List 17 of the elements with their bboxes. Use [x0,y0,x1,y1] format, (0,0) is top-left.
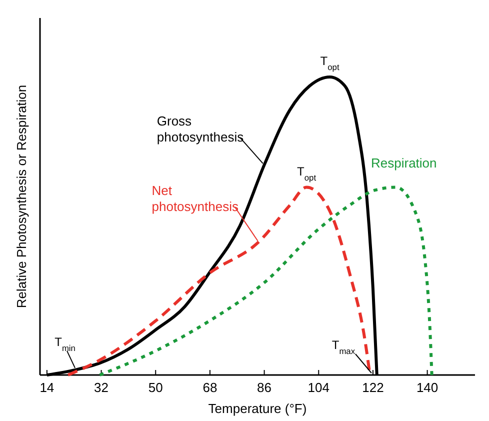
annotation: T$_{min}$ [54,334,76,353]
x-axis-title: Temperature (°F) [208,401,307,416]
series-label: Respiration [371,155,437,170]
annotation: T$_{opt}$ [297,164,317,182]
x-tick-label: 50 [148,380,163,395]
annotation: T$_{max}$ [332,338,356,356]
x-tick-label: 32 [94,380,109,395]
text: Net photosynthesis [152,182,239,214]
x-tick-label: 140 [416,380,438,395]
y-axis-title: Relative Photosynthesis or Respiration [14,84,29,308]
x-tick-label: 86 [257,380,272,395]
x-tick-label: 68 [202,380,218,395]
text: Gross photosynthesis [156,113,244,144]
annotation: T$_{opt}$ [320,54,340,72]
x-tick-label: 14 [40,380,54,395]
x-tick-label: 122 [362,380,384,395]
x-tick-label: 104 [308,380,330,395]
